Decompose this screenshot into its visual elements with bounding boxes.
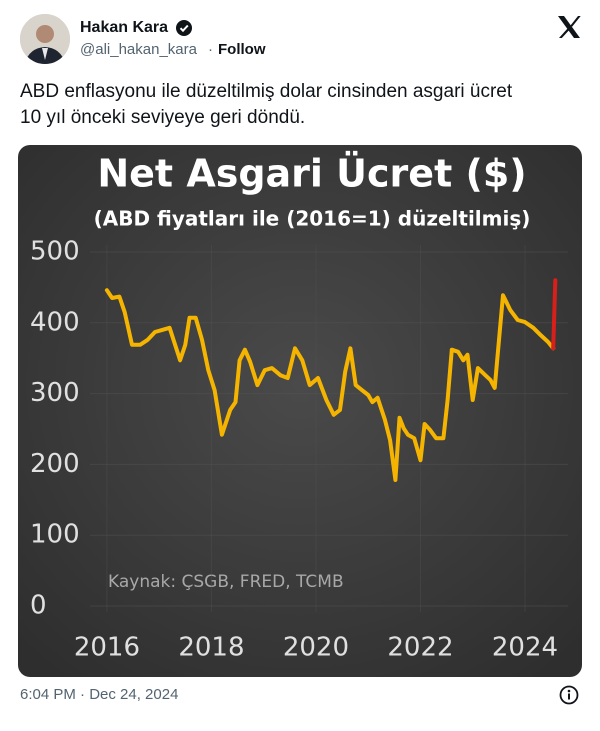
chart[interactable]: Net Asgari Ücret ($) (ABD fiyatları ile … [18, 145, 582, 677]
chart-subtitle: (ABD fiyatları ile (2016=1) düzeltilmiş) [94, 207, 531, 231]
chart-title: Net Asgari Ücret ($) [97, 152, 526, 196]
y-tick-label: 0 [30, 591, 47, 621]
x-tick-label: 2016 [74, 633, 140, 663]
tweet-text: ABD enflasyonu ile düzeltilmiş dolar cin… [20, 81, 513, 102]
x-tick-label: 2020 [283, 633, 349, 663]
x-tick-label: 2022 [387, 633, 453, 663]
tweet-text: 10 yıl önceki seviyeye geri döndü. [20, 107, 305, 128]
source-note: Kaynak: ÇSGB, FRED, TCMB [108, 572, 344, 592]
follow-button[interactable]: Follow [218, 41, 266, 58]
author-handle[interactable]: @ali_hakan_kara [80, 41, 198, 58]
y-tick-label: 100 [30, 520, 80, 550]
data-line [104, 288, 556, 482]
y-tick-label: 200 [30, 449, 80, 479]
avatar[interactable] [20, 14, 70, 66]
separator: · [208, 41, 213, 58]
data-line [551, 278, 558, 351]
timestamp[interactable]: 6:04 PM · Dec 24, 2024 [20, 686, 178, 703]
y-tick-label: 500 [30, 237, 80, 267]
x-tick-label: 2018 [178, 633, 244, 663]
verified-badge [176, 20, 192, 36]
x-tick-label: 2024 [492, 633, 558, 663]
y-tick-label: 400 [30, 307, 80, 337]
info-icon[interactable] [559, 685, 579, 705]
y-tick-label: 300 [30, 378, 80, 408]
x-logo[interactable] [558, 16, 581, 38]
chart-background [18, 145, 582, 677]
author-name[interactable]: Hakan Kara [80, 19, 168, 36]
